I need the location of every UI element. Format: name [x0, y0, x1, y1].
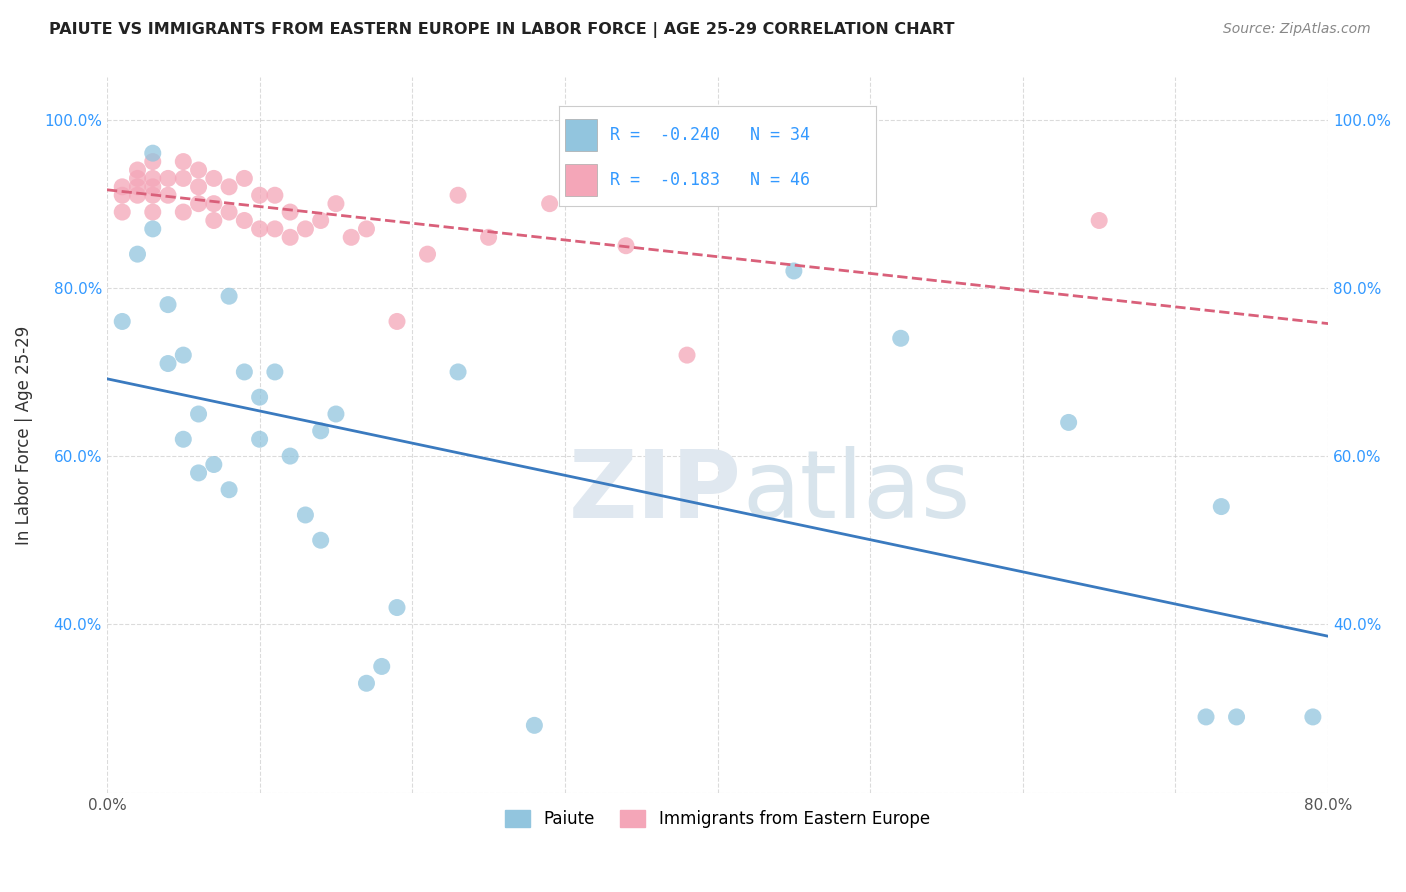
- Point: [172, 171, 194, 186]
- Point: [218, 289, 240, 303]
- Point: [478, 230, 501, 244]
- Point: [309, 213, 332, 227]
- Point: [142, 146, 165, 161]
- Point: [538, 196, 561, 211]
- Point: [111, 314, 134, 328]
- Point: [111, 179, 134, 194]
- Point: [340, 230, 363, 244]
- Point: [278, 449, 301, 463]
- Point: [614, 238, 637, 252]
- Point: [127, 188, 149, 202]
- Point: [172, 432, 194, 446]
- Point: [233, 213, 256, 227]
- Point: [218, 483, 240, 497]
- Text: ZIP: ZIP: [569, 446, 742, 538]
- Point: [1088, 213, 1111, 227]
- Point: [142, 171, 165, 186]
- Point: [385, 600, 408, 615]
- Point: [294, 222, 316, 236]
- Point: [523, 718, 546, 732]
- Point: [447, 188, 470, 202]
- Y-axis label: In Labor Force | Age 25-29: In Labor Force | Age 25-29: [15, 326, 32, 545]
- Point: [264, 365, 287, 379]
- Text: atlas: atlas: [742, 446, 970, 538]
- Point: [157, 188, 180, 202]
- Point: [385, 314, 408, 328]
- Point: [127, 179, 149, 194]
- Point: [356, 222, 378, 236]
- Point: [202, 213, 225, 227]
- Point: [127, 247, 149, 261]
- Point: [111, 188, 134, 202]
- Point: [233, 365, 256, 379]
- Point: [264, 222, 287, 236]
- Legend: Paiute, Immigrants from Eastern Europe: Paiute, Immigrants from Eastern Europe: [499, 803, 936, 834]
- Point: [249, 188, 271, 202]
- Point: [111, 205, 134, 219]
- Text: Source: ZipAtlas.com: Source: ZipAtlas.com: [1223, 22, 1371, 37]
- Point: [278, 205, 301, 219]
- Point: [309, 533, 332, 548]
- Point: [783, 264, 806, 278]
- Point: [187, 407, 209, 421]
- Point: [371, 659, 394, 673]
- Point: [294, 508, 316, 522]
- Point: [416, 247, 439, 261]
- Point: [233, 171, 256, 186]
- Point: [218, 179, 240, 194]
- Point: [447, 365, 470, 379]
- Point: [249, 222, 271, 236]
- Point: [187, 163, 209, 178]
- Point: [309, 424, 332, 438]
- Point: [157, 357, 180, 371]
- Point: [202, 171, 225, 186]
- Point: [890, 331, 912, 345]
- Point: [202, 196, 225, 211]
- Point: [325, 196, 347, 211]
- Point: [127, 171, 149, 186]
- Point: [157, 171, 180, 186]
- Point: [187, 196, 209, 211]
- Point: [142, 205, 165, 219]
- Point: [172, 154, 194, 169]
- Point: [142, 179, 165, 194]
- Point: [127, 163, 149, 178]
- Point: [278, 230, 301, 244]
- Point: [264, 188, 287, 202]
- Text: PAIUTE VS IMMIGRANTS FROM EASTERN EUROPE IN LABOR FORCE | AGE 25-29 CORRELATION : PAIUTE VS IMMIGRANTS FROM EASTERN EUROPE…: [49, 22, 955, 38]
- Point: [172, 348, 194, 362]
- Point: [187, 466, 209, 480]
- Point: [142, 154, 165, 169]
- Point: [218, 205, 240, 219]
- Point: [1225, 710, 1247, 724]
- Point: [1211, 500, 1233, 514]
- Point: [1057, 416, 1080, 430]
- Point: [157, 298, 180, 312]
- Point: [172, 205, 194, 219]
- Point: [202, 458, 225, 472]
- Point: [142, 222, 165, 236]
- Point: [142, 188, 165, 202]
- Point: [1302, 710, 1324, 724]
- Point: [676, 348, 699, 362]
- Point: [325, 407, 347, 421]
- Point: [249, 390, 271, 404]
- Point: [249, 432, 271, 446]
- Point: [356, 676, 378, 690]
- Point: [1195, 710, 1218, 724]
- Point: [187, 179, 209, 194]
